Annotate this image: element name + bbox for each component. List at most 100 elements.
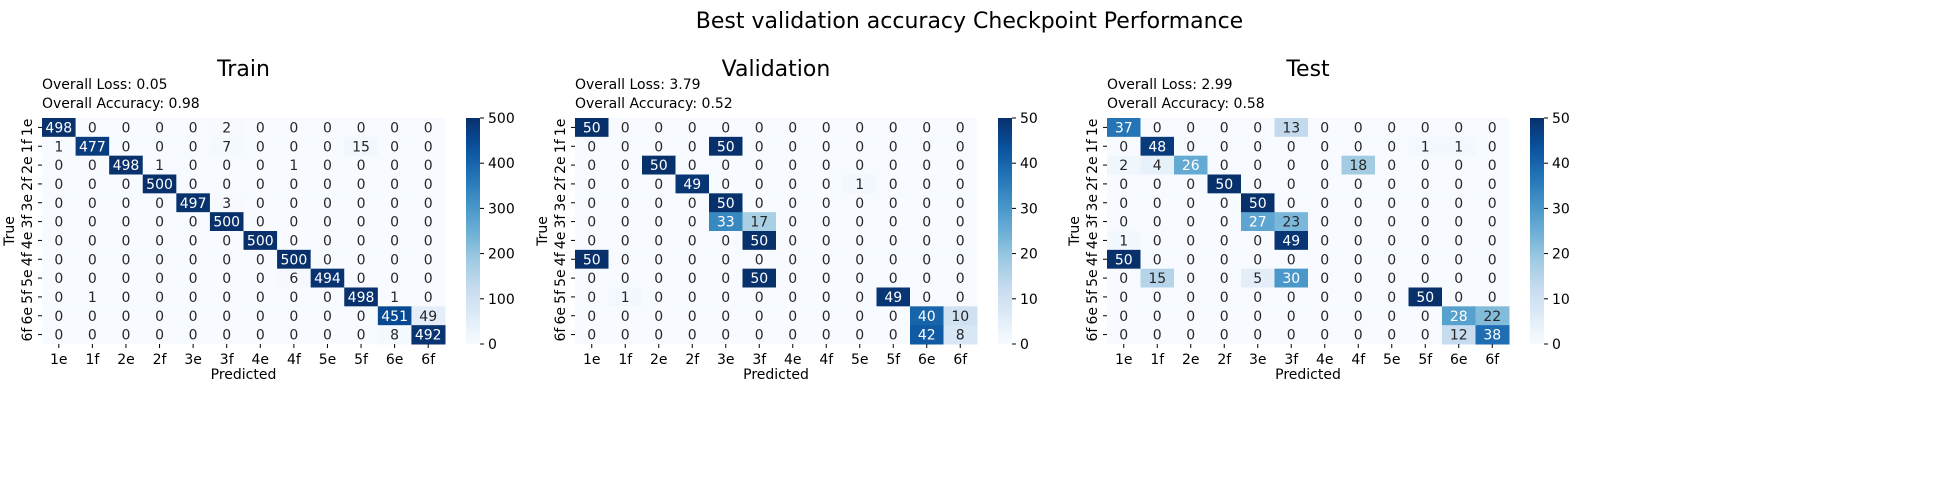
heatmap-cell — [809, 193, 844, 213]
cell-value-label: 0 — [1320, 139, 1329, 155]
cell-value-label: 0 — [155, 196, 164, 212]
heatmap-cell — [910, 155, 944, 175]
cell-value-label: 0 — [1119, 271, 1128, 287]
heatmap-cell — [277, 174, 312, 194]
y-tick-label: 5e — [20, 269, 36, 287]
y-tick-label: 4f — [1085, 251, 1101, 266]
heatmap-cell — [1207, 306, 1242, 326]
heatmap-cell — [742, 268, 777, 288]
y-tick-label: 1f — [20, 138, 36, 153]
cell-value-label: 0 — [1119, 139, 1128, 155]
cell-value-label: 0 — [54, 215, 63, 231]
cell-value-label: 0 — [155, 290, 164, 306]
cell-value-label: 0 — [1220, 328, 1229, 344]
heatmap-cell — [209, 325, 244, 345]
heatmap-cell — [843, 118, 877, 138]
heatmap-cell — [642, 174, 676, 194]
heatmap-cell — [1207, 268, 1242, 288]
cell-value-label: 49 — [683, 177, 701, 193]
cell-value-label: 0 — [390, 196, 399, 212]
cell-value-label: 0 — [889, 158, 898, 174]
cell-value-label: 0 — [688, 271, 697, 287]
heatmap-cell — [642, 231, 676, 251]
heatmap-cell — [1174, 118, 1208, 138]
cell-value-label: 0 — [155, 271, 164, 287]
cell-value-label: 0 — [587, 177, 596, 193]
cell-value-label: 0 — [1488, 290, 1497, 306]
heatmap-cell — [411, 193, 446, 213]
x-tick-label: 6e — [1450, 352, 1468, 368]
cell-value-label: 0 — [922, 233, 931, 249]
cell-value-label: 0 — [621, 158, 630, 174]
heatmap-cell — [411, 155, 446, 175]
heatmap-cell — [411, 268, 446, 288]
heatmap-cell — [1442, 268, 1476, 288]
heatmap-cell — [277, 268, 312, 288]
cell-value-label: 0 — [1387, 158, 1396, 174]
heatmap-cell — [1207, 212, 1242, 232]
heatmap-cell — [876, 174, 911, 194]
heatmap-cell — [1308, 193, 1342, 213]
cell-value-label: 0 — [1220, 120, 1229, 136]
y-tick-label: 6f — [1085, 327, 1101, 342]
cell-value-label: 0 — [587, 139, 596, 155]
heatmap-cell — [776, 268, 810, 288]
cell-value-label: 0 — [1253, 328, 1262, 344]
cell-value-label: 0 — [1153, 252, 1162, 268]
cell-value-label: 0 — [1454, 177, 1463, 193]
panel-title: Validation — [722, 57, 831, 82]
heatmap-cell — [809, 268, 844, 288]
heatmap-cell — [742, 136, 777, 157]
heatmap-cell — [1241, 174, 1275, 194]
cell-value-label: 0 — [654, 309, 663, 325]
cell-value-label: 0 — [390, 139, 399, 155]
heatmap-cell — [344, 174, 379, 194]
heatmap-cell — [776, 249, 810, 270]
cell-value-label: 0 — [1454, 158, 1463, 174]
heatmap-cell — [943, 306, 978, 326]
cell-value-label: 0 — [1220, 252, 1229, 268]
cell-value-label: 0 — [424, 290, 433, 306]
heatmap-cell — [75, 268, 110, 288]
cell-value-label: 0 — [54, 233, 63, 249]
y-tick-label: 6e — [1085, 307, 1101, 325]
heatmap-cell — [344, 231, 379, 251]
cell-value-label: 0 — [855, 309, 864, 325]
x-tick-label: 4f — [287, 352, 302, 368]
heatmap-cell — [1207, 231, 1242, 251]
cell-value-label: 0 — [424, 158, 433, 174]
heatmap-cell — [1442, 287, 1476, 307]
cell-value-label: 0 — [889, 215, 898, 231]
cell-value-label: 0 — [1354, 271, 1363, 287]
heatmap-cell — [575, 155, 609, 175]
heatmap-cell — [344, 287, 379, 307]
heatmap-cell — [742, 155, 777, 175]
cell-value-label: 0 — [1119, 215, 1128, 231]
cell-value-label: 0 — [1220, 271, 1229, 287]
cell-value-label: 0 — [721, 120, 730, 136]
heatmap-cell — [176, 136, 211, 157]
cell-value-label: 0 — [1320, 290, 1329, 306]
cell-value-label: 0 — [1253, 158, 1262, 174]
cell-value-label: 451 — [381, 309, 408, 325]
cell-value-label: 18 — [1349, 158, 1367, 174]
heatmap-cell — [1475, 287, 1510, 307]
cell-value-label: 0 — [587, 309, 596, 325]
heatmap-panel-test: Test Overall Loss: 2.99 Overall Accuracy: … — [1067, 57, 1570, 383]
cell-value-label: 0 — [1488, 177, 1497, 193]
heatmap-cell — [943, 118, 978, 138]
heatmap-cell — [876, 249, 911, 270]
cell-value-label: 0 — [788, 139, 797, 155]
cell-value-label: 0 — [621, 271, 630, 287]
heatmap-cell — [277, 231, 312, 251]
cell-value-label: 0 — [1354, 233, 1363, 249]
heatmap-cell — [1375, 155, 1409, 175]
heatmap-cell — [1375, 193, 1409, 213]
cell-value-label: 498 — [45, 120, 72, 136]
cell-value-label: 0 — [1421, 120, 1430, 136]
heatmap-cell — [675, 325, 710, 345]
cell-value-label: 0 — [357, 252, 366, 268]
heatmap-cell — [1241, 212, 1275, 232]
heatmap-cell — [910, 212, 944, 232]
cell-value-label: 0 — [889, 328, 898, 344]
